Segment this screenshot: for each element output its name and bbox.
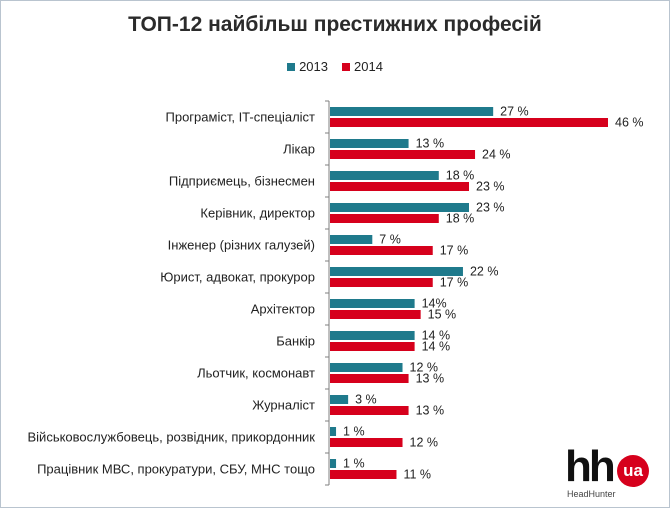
bar-2014 [330,278,433,287]
data-label-2014: 13 % [416,372,445,386]
category-label: Архітектор [251,302,315,317]
chart-title: ТОП-12 найбільш престижних професій [128,13,542,36]
logo-subtitle: HeadHunter [567,489,616,499]
legend-swatch-2014 [342,62,350,71]
bar-2014 [330,342,415,351]
bar-2013 [330,267,463,276]
data-label-2014: 18 % [446,212,475,226]
bar-2014 [330,438,403,447]
bar-2014 [330,406,409,415]
bar-2013 [330,107,494,116]
bar-2013 [330,299,415,308]
bar-2014 [330,118,608,127]
data-label-2014: 46 % [615,116,644,130]
data-label-2013: 1 % [343,457,365,471]
headhunter-logo: hh ua HeadHunter [565,443,655,499]
bar-2014 [330,246,433,255]
data-label-2014: 17 % [440,244,469,258]
data-label-2013: 3 % [355,393,377,407]
bar-2013 [330,203,469,212]
legend-label-2013: 2013 [299,59,328,74]
bar-2013 [330,235,373,244]
bar-2013 [330,427,337,436]
bar-2013 [330,331,415,340]
bar-2014 [330,374,409,383]
data-label-2013: 14% [422,297,447,311]
data-label-2013: 23 % [476,201,505,215]
logo-ua-badge: ua [617,455,649,487]
data-label-2014: 12 % [410,436,439,450]
bar-2014 [330,182,469,191]
data-label-2013: 22 % [470,265,499,279]
bar-2013 [330,171,439,180]
data-label-2013: 14 % [422,329,451,343]
category-label: Інженер (різних галузей) [168,238,315,253]
bar-2013 [330,395,349,404]
category-label: Військовослужбовець, розвідник, прикордо… [28,430,316,445]
data-label-2013: 7 % [379,233,401,247]
data-label-2014: 23 % [476,180,505,194]
legend-swatch-2013 [287,62,296,71]
category-label: Лікар [283,142,315,157]
data-label-2013: 13 % [416,137,445,151]
chart-legend: 2013 2014 [1,59,669,74]
bar-2014 [330,310,421,319]
category-label: Програміст, IT-спеціаліст [166,110,316,125]
data-label-2014: 17 % [440,276,469,290]
category-label: Керівник, директор [200,206,315,221]
bar-2014 [330,150,476,159]
category-label: Юрист, адвокат, прокурор [160,270,315,285]
data-label-2013: 18 % [446,169,475,183]
bar-2013 [330,139,409,148]
bar-2014 [330,214,439,223]
legend-item-2014: 2014 [342,59,383,74]
bar-2013 [330,459,337,468]
category-label: Банкір [276,334,315,349]
data-label-2014: 11 % [403,468,431,482]
category-label: Підприємець, бізнесмен [169,174,315,189]
data-label-2013: 27 % [500,105,529,119]
legend-label-2014: 2014 [354,59,383,74]
bar-2013 [330,363,403,372]
data-label-2014: 13 % [416,404,445,418]
category-label: Працівник МВС, прокуратури, СБУ, МНС тощ… [37,462,315,477]
data-label-2013: 1 % [343,425,365,439]
category-label: Журналіст [252,398,315,413]
bar-2014 [330,470,397,479]
data-label-2013: 12 % [410,361,439,375]
logo-hh-mark: hh [565,442,616,491]
data-label-2014: 24 % [482,148,511,162]
data-label-2014: 15 % [428,308,457,322]
data-label-2014: 14 % [422,340,451,354]
category-label: Льотчик, космонавт [197,366,315,381]
legend-item-2013: 2013 [287,59,328,74]
